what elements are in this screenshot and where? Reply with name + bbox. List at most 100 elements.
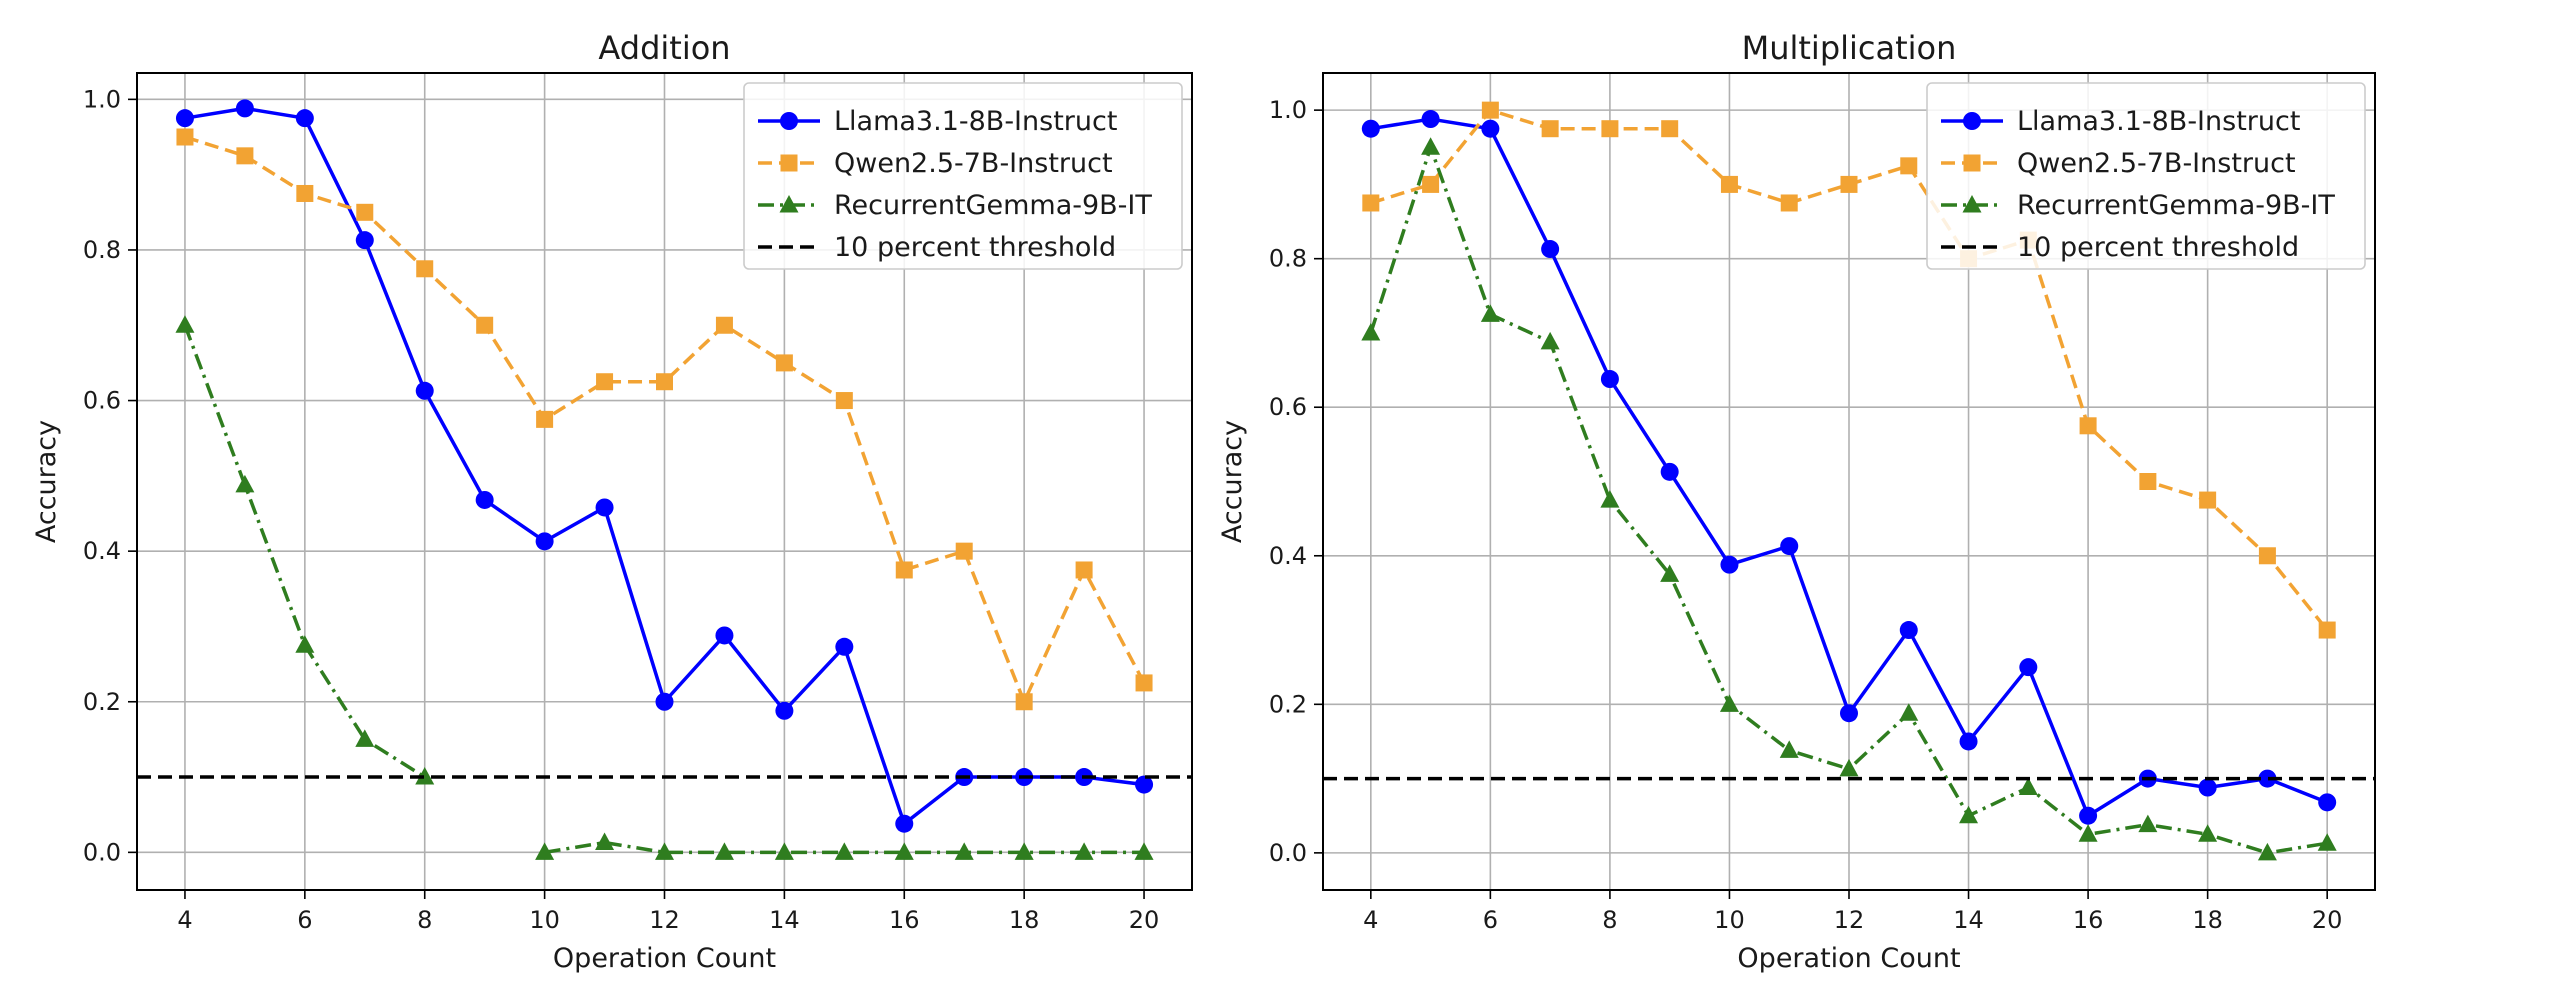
data-point [1720,555,1739,574]
multiplication-chart: 4 6 8 10 12 14 16 18 20 0.0 0.2 0.4 0.6 0.8 1.0 Multipl… [1217,29,2376,974]
legend-label: Qwen2.5-7B-Instruct [2017,148,2296,179]
x-tick-label: 10 [1714,906,1745,934]
legend-label: Qwen2.5-7B-Instruct [834,148,1113,179]
data-point [2318,621,2336,639]
data-point [1361,322,1381,341]
chart-title: Addition [598,29,730,67]
data-point [356,203,374,221]
data-point [775,354,793,372]
data-point [476,316,494,334]
data-point [1660,462,1679,481]
x-tick-label: 12 [649,906,680,934]
y-tick-label: 0.8 [83,236,121,264]
y-tick-label: 0.6 [1269,393,1307,421]
legend-marker [1962,195,1982,213]
data-point [1600,490,1620,508]
data-point [536,410,554,428]
data-point [2318,793,2337,812]
data-point [835,637,854,656]
data-point [775,701,794,720]
data-point [595,832,615,851]
data-point [655,842,674,860]
data-point [2079,417,2097,435]
data-point [2257,842,2277,861]
data-point [1899,703,1919,721]
data-point [596,373,614,391]
data-point [355,729,375,747]
x-tick-label: 4 [1363,906,1378,934]
data-point [1481,119,1500,138]
data-point [1540,331,1560,350]
data-point [2019,658,2038,677]
series-llama3-1-8b-instruct [1361,110,2337,825]
y-tick-label: 1.0 [83,85,121,113]
data-point [175,315,195,333]
data-point [1135,674,1153,692]
data-point [1541,240,1560,259]
legend-label: Llama3.1-8B-Instruct [2017,106,2300,137]
y-tick-label: 1.0 [1269,96,1307,124]
data-point [894,842,914,860]
data-point [415,381,434,400]
data-point [955,542,973,560]
data-point [1362,194,1380,212]
x-tick-label: 4 [177,906,192,934]
data-point [1015,693,1033,711]
data-point [355,231,374,250]
legend-entry-recurrentgemma-9b-it: RecurrentGemma-9B-IT [1941,190,2335,221]
data-point [296,184,314,202]
data-point [895,814,914,833]
legend-entry-10-percent-threshold: 10 percent threshold [1941,232,2299,263]
legend-box [1926,82,2366,270]
legend-label: RecurrentGemma-9B-IT [2017,190,2335,221]
data-point [2139,473,2157,490]
data-point [895,561,913,579]
data-point [1421,137,1441,155]
data-point [1600,370,1619,389]
data-point [1720,175,1738,193]
x-tick-label: 6 [297,906,312,934]
data-point [1601,120,1619,138]
legend-entry-qwen2-5-7b-instruct: Qwen2.5-7B-Instruct [758,148,1113,179]
data-point [2199,491,2217,509]
data-point [1481,101,1499,119]
legend-label: 10 percent threshold [2017,232,2299,263]
data-point [656,373,673,391]
data-point [295,109,314,128]
data-point [1719,694,1739,712]
addition-chart: 4 6 8 10 12 14 16 18 20 0.0 0.2 0.4 0.6 0.8 1.0 Additio… [31,29,1193,974]
y-tick-label: 0.8 [1269,245,1307,273]
x-axis-label: Operation Count [1737,943,1960,974]
data-point [235,99,254,118]
data-point [1780,537,1799,556]
data-point [1361,119,1380,138]
x-tick-label: 10 [529,906,560,934]
data-point [1959,732,1978,751]
data-point [1134,842,1154,860]
x-tick-label: 14 [1953,906,1984,934]
legend-label: RecurrentGemma-9B-IT [834,190,1152,221]
data-point [834,842,854,860]
legend: Llama3.1-8B-Instruct Qwen2.5-7B-Instruct R… [1926,82,2366,270]
legend-label: Llama3.1-8B-Instruct [834,106,1117,137]
data-point [2258,769,2277,788]
series-recurrentgemma-9b-it [1361,137,2337,861]
x-tick-label: 14 [769,906,800,934]
data-point [2138,814,2158,833]
y-axis-label: Accuracy [31,420,62,543]
data-point [2198,778,2217,797]
x-tick-label: 8 [417,906,432,934]
data-point [715,626,734,645]
data-point [1421,110,1440,129]
x-tick-label: 16 [889,906,920,934]
series-qwen2-5-7b-instruct [176,128,1153,711]
data-point [1074,842,1094,860]
data-point [1541,120,1559,138]
legend-marker [1963,112,1981,130]
data-point [2079,806,2098,825]
legend-marker [1963,154,1981,172]
data-point [774,842,794,860]
data-point [175,109,194,128]
y-axis-label: Accuracy [1217,420,1248,543]
